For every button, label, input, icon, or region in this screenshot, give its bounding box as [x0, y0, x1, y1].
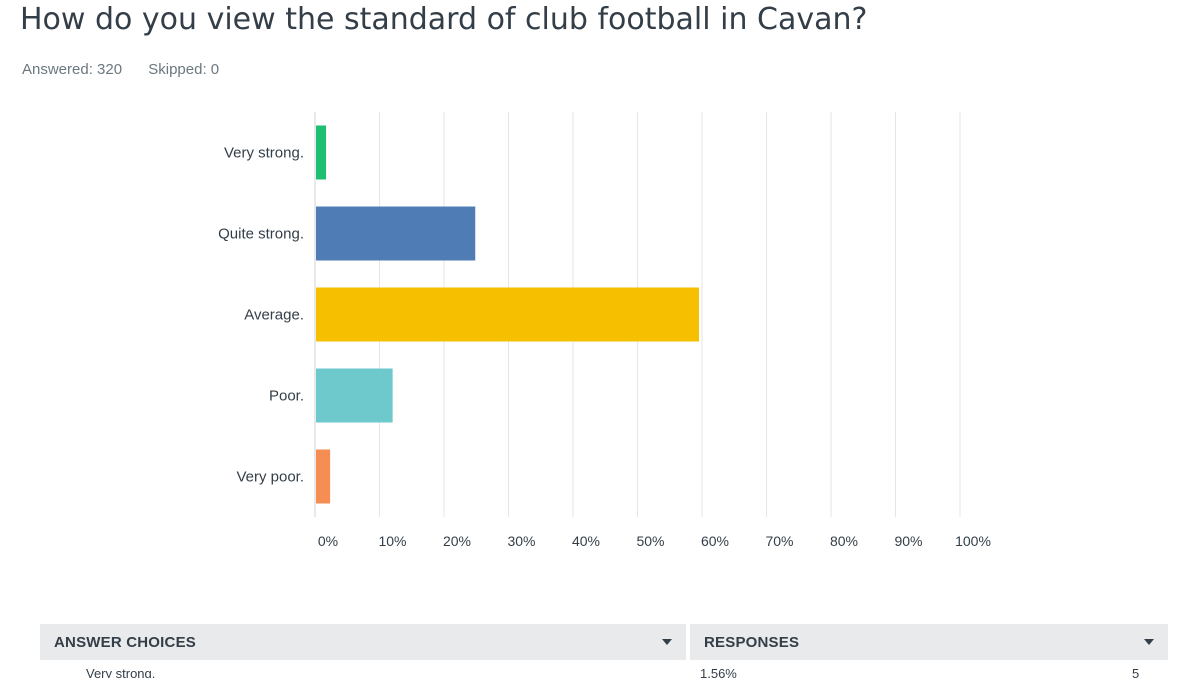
category-label: Quite strong. — [218, 226, 304, 243]
answer-choices-header[interactable]: ANSWER CHOICES — [40, 624, 686, 660]
category-label: Average. — [244, 307, 304, 324]
x-tick-label: 0% — [318, 533, 338, 549]
x-tick-label: 70% — [765, 533, 793, 549]
bar — [316, 368, 393, 423]
category-label: Very poor. — [236, 469, 304, 486]
row-percent: 1.56% — [700, 668, 737, 678]
response-stats: Answered: 320 Skipped: 0 — [22, 61, 241, 78]
category-label: Very strong. — [224, 145, 304, 162]
bar — [316, 449, 331, 504]
answer-choices-label: ANSWER CHOICES — [54, 633, 196, 651]
x-tick-label: 40% — [572, 533, 600, 549]
x-tick-label: 20% — [443, 533, 471, 549]
row-count: 5 — [1132, 668, 1140, 678]
x-tick-label: 50% — [636, 533, 664, 549]
x-tick-label: 60% — [701, 533, 729, 549]
sort-caret-icon[interactable] — [1144, 639, 1154, 645]
x-tick-label: 80% — [830, 533, 858, 549]
skipped-count: Skipped: 0 — [148, 61, 220, 78]
row-choice: Very strong. — [86, 668, 156, 678]
bar-chart: 0% 10% 20% 30% 40% 50% 60% 70% 80% 90% 100% Very st… — [218, 112, 991, 549]
x-tick-label: 90% — [894, 533, 922, 549]
x-tick-label: 100% — [955, 533, 991, 549]
sort-caret-icon[interactable] — [662, 639, 672, 645]
question-title: How do you view the standard of club foo… — [20, 2, 868, 37]
table-row: Very strong. 1.56% 5 — [40, 668, 1168, 678]
answered-count: Answered: 320 — [22, 61, 123, 78]
bar — [316, 287, 700, 342]
category-label: Poor. — [269, 388, 304, 405]
x-tick-label: 30% — [507, 533, 535, 549]
responses-header[interactable]: RESPONSES — [690, 624, 1168, 660]
x-tick-label: 10% — [378, 533, 406, 549]
bar — [316, 125, 327, 180]
bar — [316, 206, 476, 261]
responses-label: RESPONSES — [704, 633, 800, 651]
